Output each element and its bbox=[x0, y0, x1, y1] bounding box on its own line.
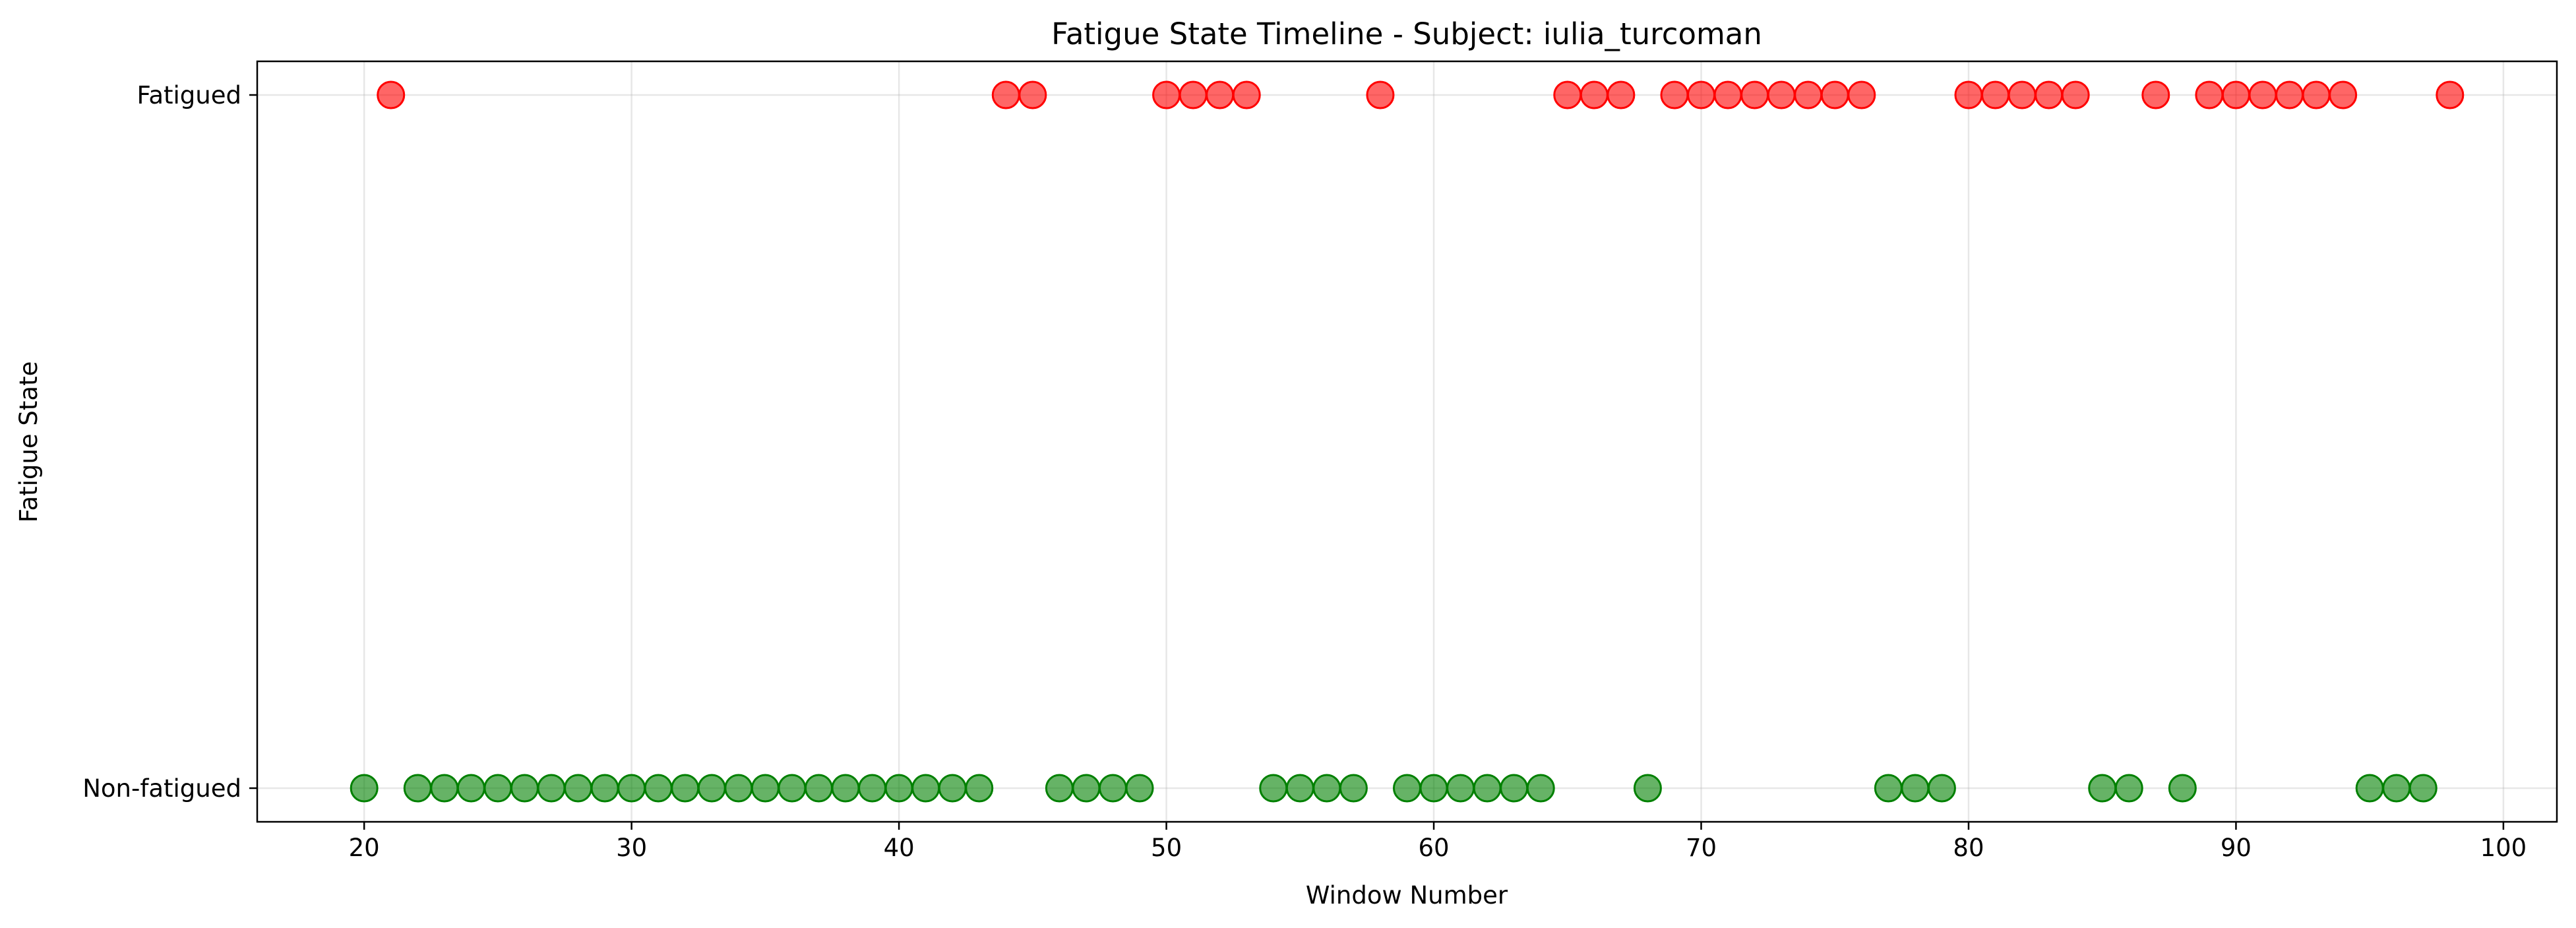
point-non-fatigued bbox=[1072, 774, 1101, 803]
point-non-fatigued bbox=[617, 774, 646, 803]
point-non-fatigued bbox=[804, 774, 833, 803]
point-non-fatigued bbox=[403, 774, 432, 803]
point-non-fatigued bbox=[1285, 774, 1314, 803]
point-fatigued bbox=[1794, 80, 1823, 109]
point-non-fatigued bbox=[483, 774, 512, 803]
point-non-fatigued bbox=[1125, 774, 1154, 803]
point-fatigued bbox=[1740, 80, 1769, 109]
point-fatigued bbox=[1018, 80, 1047, 109]
x-tick-label: 90 bbox=[2221, 834, 2252, 862]
point-fatigued bbox=[1206, 80, 1235, 109]
point-non-fatigued bbox=[2408, 774, 2438, 803]
point-non-fatigued bbox=[1500, 774, 1529, 803]
scatter-points bbox=[350, 80, 2465, 803]
point-non-fatigued bbox=[1927, 774, 1956, 803]
point-non-fatigued bbox=[564, 774, 593, 803]
point-fatigued bbox=[2195, 80, 2224, 109]
point-fatigued bbox=[377, 80, 406, 109]
point-fatigued bbox=[2008, 80, 2037, 109]
plot-frame bbox=[256, 60, 2558, 823]
point-non-fatigued bbox=[831, 774, 860, 803]
point-fatigued bbox=[1981, 80, 2010, 109]
point-non-fatigued bbox=[1633, 774, 1662, 803]
point-non-fatigued bbox=[724, 774, 753, 803]
point-fatigued bbox=[2141, 80, 2170, 109]
point-non-fatigued bbox=[1473, 774, 1502, 803]
point-fatigued bbox=[1179, 80, 1208, 109]
point-non-fatigued bbox=[510, 774, 539, 803]
point-non-fatigued bbox=[2168, 774, 2197, 803]
point-non-fatigued bbox=[537, 774, 566, 803]
x-tick-label: 40 bbox=[884, 834, 915, 862]
y-axis-label: Fatigue State bbox=[15, 361, 43, 523]
point-fatigued bbox=[1607, 80, 1636, 109]
point-fatigued bbox=[2248, 80, 2277, 109]
point-non-fatigued bbox=[430, 774, 459, 803]
point-non-fatigued bbox=[350, 774, 379, 803]
point-non-fatigued bbox=[938, 774, 967, 803]
x-tick-label: 70 bbox=[1686, 834, 1717, 862]
x-axis-ticks: 20 30 40 50 60 70 80 90 100 bbox=[349, 822, 2527, 862]
point-fatigued bbox=[1713, 80, 1742, 109]
point-fatigued bbox=[2302, 80, 2331, 109]
point-non-fatigued bbox=[1393, 774, 1421, 803]
point-non-fatigued bbox=[911, 774, 940, 803]
point-non-fatigued bbox=[697, 774, 726, 803]
point-non-fatigued bbox=[1312, 774, 1341, 803]
point-fatigued bbox=[2221, 80, 2250, 109]
x-tick-label: 50 bbox=[1151, 834, 1182, 862]
point-non-fatigued bbox=[1098, 774, 1127, 803]
point-fatigued bbox=[1553, 80, 1582, 109]
point-non-fatigued bbox=[1446, 774, 1475, 803]
point-non-fatigued bbox=[1045, 774, 1074, 803]
point-non-fatigued bbox=[1874, 774, 1903, 803]
point-fatigued bbox=[1579, 80, 1609, 109]
point-fatigued bbox=[1767, 80, 1796, 109]
point-non-fatigued bbox=[858, 774, 887, 803]
point-non-fatigued bbox=[965, 774, 994, 803]
point-non-fatigued bbox=[2114, 774, 2143, 803]
point-non-fatigued bbox=[1526, 774, 1555, 803]
point-non-fatigued bbox=[1419, 774, 1448, 803]
y-axis-ticks: Non-fatigued Fatigued bbox=[82, 81, 257, 803]
point-fatigued bbox=[991, 80, 1020, 109]
chart-title: Fatigue State Timeline - Subject: iulia_… bbox=[1051, 16, 1762, 51]
point-fatigued bbox=[2329, 80, 2358, 109]
x-tick-label: 100 bbox=[2480, 834, 2527, 862]
point-non-fatigued bbox=[2088, 774, 2117, 803]
x-tick-label: 30 bbox=[616, 834, 647, 862]
x-tick-label: 20 bbox=[349, 834, 380, 862]
point-fatigued bbox=[1232, 80, 1261, 109]
point-non-fatigued bbox=[1901, 774, 1930, 803]
point-non-fatigued bbox=[2355, 774, 2384, 803]
x-tick-label: 60 bbox=[1418, 834, 1449, 862]
point-fatigued bbox=[2275, 80, 2304, 109]
point-non-fatigued bbox=[1259, 774, 1288, 803]
point-fatigued bbox=[1954, 80, 1983, 109]
point-non-fatigued bbox=[2382, 774, 2411, 803]
point-non-fatigued bbox=[590, 774, 619, 803]
point-non-fatigued bbox=[778, 774, 807, 803]
x-axis-label: Window Number bbox=[1306, 881, 1508, 910]
point-fatigued bbox=[1847, 80, 1876, 109]
point-fatigued bbox=[1687, 80, 1716, 109]
point-fatigued bbox=[1366, 80, 1395, 109]
x-tick-label: 80 bbox=[1953, 834, 1984, 862]
point-fatigued bbox=[2436, 80, 2465, 109]
point-non-fatigued bbox=[456, 774, 485, 803]
point-fatigued bbox=[2061, 80, 2090, 109]
point-non-fatigued bbox=[644, 774, 673, 803]
point-non-fatigued bbox=[884, 774, 913, 803]
point-fatigued bbox=[1660, 80, 1689, 109]
point-fatigued bbox=[2035, 80, 2064, 109]
point-fatigued bbox=[1152, 80, 1181, 109]
y-tick-label: Fatigued bbox=[137, 81, 241, 109]
y-tick-label: Non-fatigued bbox=[82, 774, 241, 803]
point-non-fatigued bbox=[1339, 774, 1368, 803]
point-non-fatigued bbox=[751, 774, 780, 803]
point-fatigued bbox=[1820, 80, 1849, 109]
point-non-fatigued bbox=[671, 774, 700, 803]
